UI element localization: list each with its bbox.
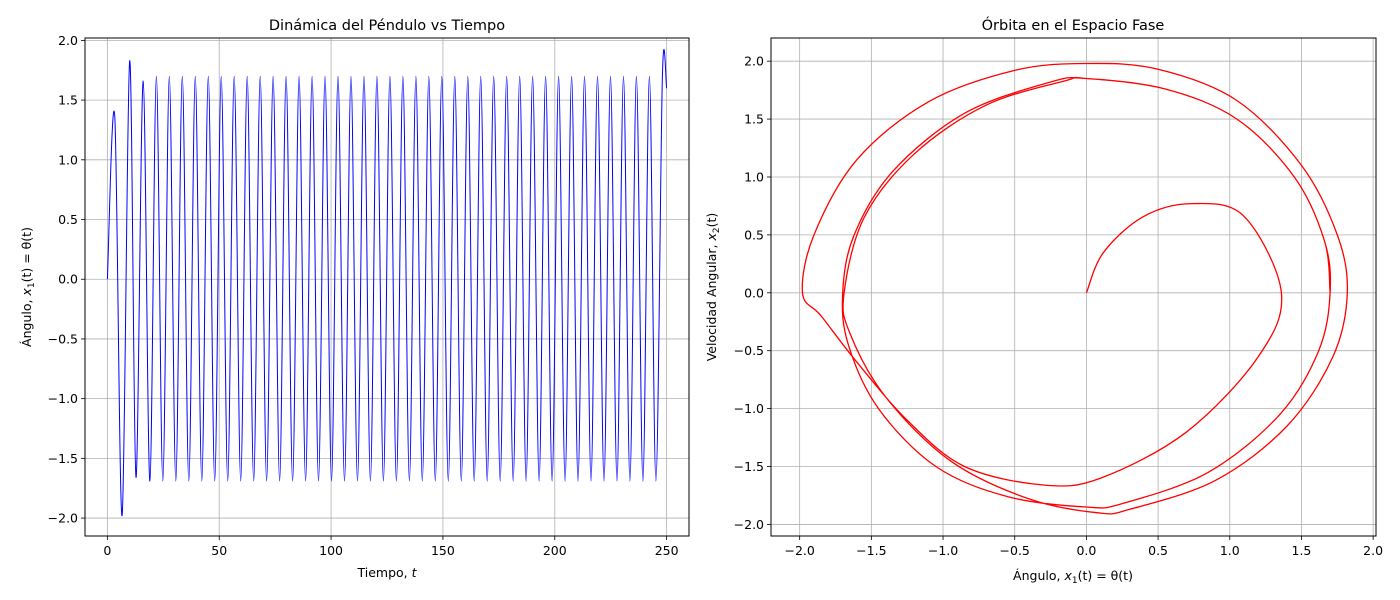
y-axis-label: Ángulo, x1(t) = θ(t) (19, 227, 37, 347)
x-tick-label: 50 (211, 543, 227, 558)
axes-frame (84, 37, 690, 537)
x-tick-label: 0.5 (1148, 543, 1168, 558)
y-tick-label: 0.5 (58, 212, 78, 227)
chart-title: Órbita en el Espacio Fase (982, 16, 1165, 34)
x-tick-label: 1.0 (1220, 543, 1240, 558)
x-tick-label: −1.0 (928, 543, 958, 558)
y-tick-label: −2.0 (734, 517, 764, 532)
y-tick-label: 1.0 (58, 152, 78, 167)
chart-title: Dinámica del Péndulo vs Tiempo (269, 18, 505, 34)
x-tick-label: 200 (543, 543, 567, 558)
y-tick-label: 0.0 (744, 285, 764, 300)
y-tick-label: 1.0 (744, 169, 764, 184)
y-ticks: −2.0 −1.5 −1.0 −0.5 0.0 0.5 1.0 1.5 2.0 (48, 33, 85, 526)
series-line (106, 49, 668, 517)
y-tick-label: −2.0 (48, 511, 78, 526)
x-ticks: 0 50 100 150 200 250 (103, 536, 679, 558)
x-tick-label: −0.5 (1000, 543, 1030, 558)
x-tick-label: 0.0 (1076, 543, 1096, 558)
series-line (801, 62, 1349, 515)
grid (771, 38, 1376, 536)
x-tick-label: 1.5 (1292, 543, 1312, 558)
y-tick-label: 0.5 (744, 227, 764, 242)
y-tick-label: 0.0 (58, 272, 78, 287)
y-tick-label: −1.0 (48, 391, 78, 406)
x-tick-label: 2.0 (1363, 543, 1383, 558)
y-tick-label: −0.5 (48, 331, 78, 346)
plot-area (801, 62, 1349, 515)
x-axis-label: Tiempo, t (356, 565, 417, 580)
y-tick-label: −0.5 (734, 343, 764, 358)
x-ticks: −2.0 −1.5 −1.0 −0.5 0.0 0.5 1.0 1.5 2.0 (784, 536, 1383, 558)
phase-space-chart: Órbita en el Espacio Fase −2.0 −1.5 −1.0 −0… (704, 16, 1383, 586)
y-tick-label: 2.0 (58, 33, 78, 48)
axes-frame (770, 37, 1377, 537)
y-axis-label: Velocidad Angular, x2(t) (704, 213, 722, 362)
x-axis-label: Ángulo, x1(t) = θ(t) (1013, 568, 1133, 586)
y-ticks: −2.0 −1.5 −1.0 −0.5 0.0 0.5 1.0 1.5 2.0 (734, 54, 771, 532)
y-tick-label: 2.0 (744, 54, 764, 69)
y-tick-label: 1.5 (58, 93, 78, 108)
y-tick-label: 1.5 (744, 112, 764, 127)
x-tick-label: 250 (655, 543, 679, 558)
x-tick-label: 150 (431, 543, 455, 558)
plot-area (106, 49, 668, 517)
x-tick-label: 0 (103, 543, 111, 558)
x-tick-label: 100 (319, 543, 343, 558)
x-tick-label: −2.0 (784, 543, 814, 558)
y-tick-label: −1.5 (734, 459, 764, 474)
y-tick-label: −1.0 (734, 401, 764, 416)
y-tick-label: −1.5 (48, 451, 78, 466)
x-tick-label: −1.5 (856, 543, 886, 558)
time-series-chart: Dinámica del Péndulo vs Tiempo 0 50 100 150… (19, 18, 690, 580)
